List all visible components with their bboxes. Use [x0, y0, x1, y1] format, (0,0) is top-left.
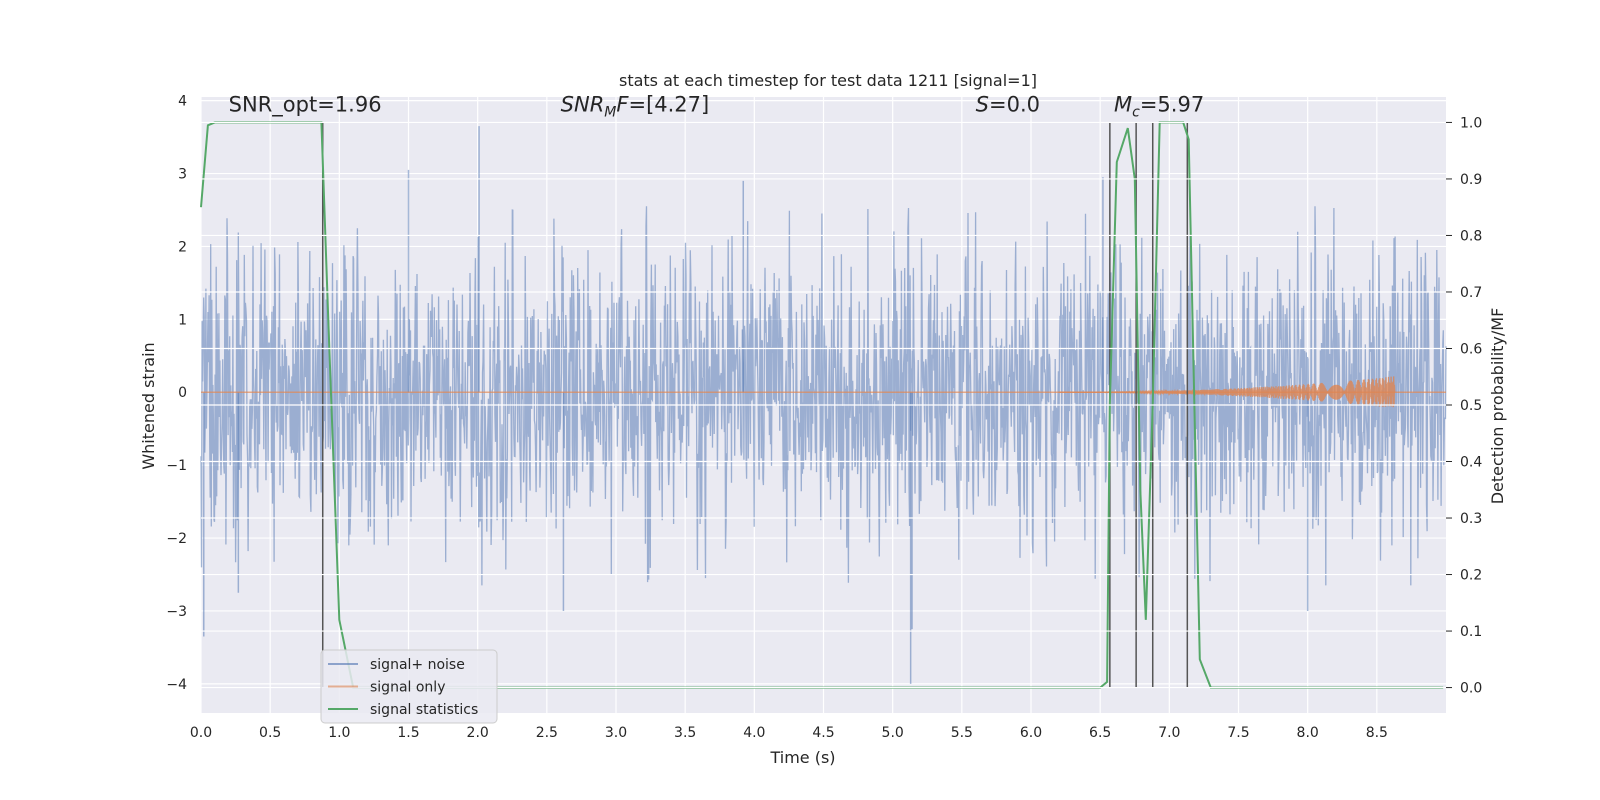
legend-label: signal statistics: [370, 702, 478, 718]
signal-series: [201, 376, 1446, 408]
x-tick-label: 7.5: [1227, 725, 1249, 741]
annotation-s: S=0.0: [976, 93, 1040, 117]
y2-tick-label: 0.8: [1460, 228, 1482, 244]
legend: signal+ noise signal only signal statistic…: [320, 649, 498, 724]
y2-tick-label: 0.6: [1460, 341, 1482, 357]
legend-label: signal+ noise: [370, 657, 465, 673]
x-tick-label: 4.5: [812, 725, 834, 741]
noise-series: [200, 126, 1447, 684]
x-tick-label: 8.5: [1366, 725, 1388, 741]
x-tick-labels: 0.0 0.5 1.0 1.5 2.0 2.5 3.0 3.5 4.0 4.5 5.0 5.5 6.0 6…: [190, 725, 1388, 741]
x-tick-label: 3.5: [674, 725, 696, 741]
y2-tick-label: 0.2: [1460, 568, 1482, 584]
y2-tick-label: 0.0: [1460, 681, 1482, 697]
legend-label: signal only: [370, 680, 445, 696]
x-tick-label: 5.0: [882, 725, 904, 741]
annotations: SNR_opt=1.96 SNRMF=[4.27] S=0.0 Mc=5.97: [229, 93, 1205, 121]
annotation-snr-opt: SNR_opt=1.96: [229, 93, 382, 118]
legend-box: [320, 649, 498, 724]
x-tick-label: 1.0: [328, 725, 350, 741]
annotation-snr-mf: SNRMF=[4.27]: [561, 93, 710, 121]
x-tick-label: 0.0: [190, 725, 212, 741]
y2-tick-label: 1.0: [1460, 115, 1482, 131]
y-tick-label: −2: [166, 531, 187, 547]
y2-tick-label: 0.7: [1460, 285, 1482, 301]
x-tick-label: 6.0: [1020, 725, 1042, 741]
signal-chirp: [1058, 376, 1396, 408]
x-tick-label: 4.0: [743, 725, 765, 741]
y2-tick-label: 0.1: [1460, 624, 1482, 640]
x-tick-label: 3.0: [605, 725, 627, 741]
x-tick-label: 8.0: [1297, 725, 1319, 741]
y2-axis-label: Detection probability/MF: [1488, 308, 1507, 505]
x-tick-label: 2.0: [467, 725, 489, 741]
y-tick-label: −1: [166, 458, 187, 474]
x-tick-label: 6.5: [1089, 725, 1111, 741]
y-tick-label: −3: [166, 604, 187, 620]
x-tick-label: 2.5: [536, 725, 558, 741]
x-tick-label: 5.5: [951, 725, 973, 741]
y-tick-label: 4: [178, 94, 187, 110]
y-tick-label: 3: [178, 167, 187, 183]
x-tick-label: 1.5: [397, 725, 419, 741]
x-tick-label: 7.0: [1158, 725, 1180, 741]
x-tick-label: 0.5: [259, 725, 281, 741]
y-tick-label: 0: [178, 385, 187, 401]
y2-tick-label: 0.9: [1460, 172, 1482, 188]
y-tick-label: 2: [178, 239, 187, 255]
x-axis-label: Time (s): [769, 748, 835, 767]
y-tick-label: 1: [178, 312, 187, 328]
noise-trace: [200, 206, 1447, 586]
y-tick-label: −4: [166, 677, 187, 693]
y2-tick-label: 0.5: [1460, 398, 1482, 414]
y2-tick-label: 0.4: [1460, 455, 1482, 471]
y2-tick-label: 0.3: [1460, 511, 1482, 527]
y-axis-label: Whitened strain: [139, 342, 158, 469]
y-tick-labels: 4 3 2 1 0 −1 −2 −3 −4: [166, 94, 187, 693]
chart-title: stats at each timestep for test data 121…: [619, 71, 1037, 90]
y2-tick-labels: 1.0 0.9 0.8 0.7 0.6 0.5 0.4 0.3 0.2 0.1 0.0: [1446, 115, 1482, 697]
annotation-mc: Mc=5.97: [1114, 93, 1204, 121]
